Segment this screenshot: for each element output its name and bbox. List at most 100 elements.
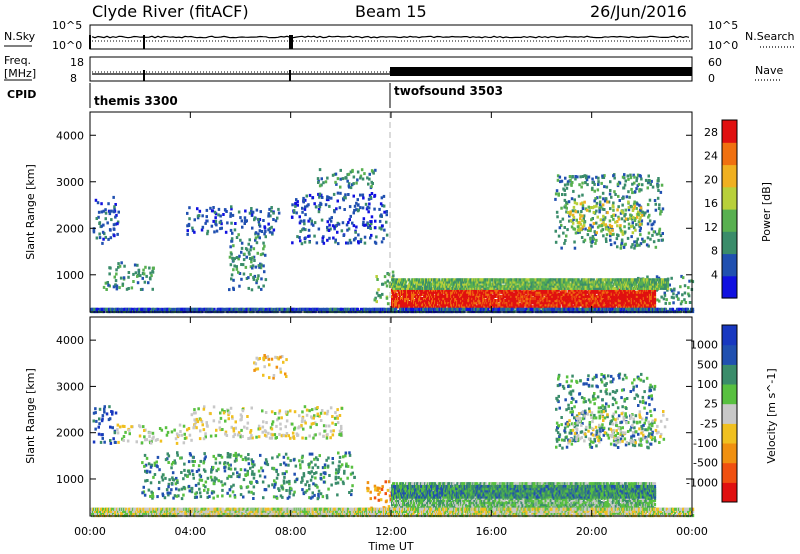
freq-tick-top: 18 (70, 56, 84, 69)
band-cell (572, 296, 575, 301)
scatter-cell (235, 265, 238, 269)
scatter-cell (186, 224, 189, 228)
band-cell (272, 307, 275, 311)
scatter-cell (127, 287, 130, 290)
band-cell (565, 278, 568, 282)
scatter-cell (346, 179, 349, 183)
scatter-cell (327, 229, 331, 232)
band-cell (449, 305, 452, 309)
scatter-cell (590, 218, 593, 222)
scatter-cell (640, 177, 643, 181)
scatter-cell (233, 264, 236, 268)
scatter-cell (343, 208, 346, 211)
scatter-cell (644, 178, 648, 182)
band-cell (518, 278, 521, 282)
band-cell (650, 303, 654, 307)
scatter-cell (591, 177, 594, 181)
scatter-cell (258, 218, 262, 221)
scatter-cell (384, 281, 387, 285)
scatter-cell (660, 295, 663, 299)
band-cell (491, 305, 494, 309)
scatter-cell (102, 223, 105, 227)
scatter-cell (347, 182, 351, 186)
scatter-cell (585, 208, 589, 212)
scatter-cell (332, 192, 336, 196)
scatter-cell (591, 217, 594, 220)
band-cell (392, 280, 395, 284)
scatter-cell (97, 215, 100, 219)
scatter-cell (556, 178, 560, 182)
band-cell (482, 303, 485, 307)
band-cell (524, 288, 527, 292)
scatter-cell (263, 232, 266, 236)
scatter-cell (631, 209, 635, 212)
scatter-cell (307, 234, 310, 238)
scatter-cell (204, 221, 207, 225)
scatter-cell (554, 229, 557, 233)
scatter-cell (641, 237, 644, 241)
band-cell (648, 290, 652, 294)
band-cell (588, 305, 591, 309)
scatter-cell (318, 168, 322, 172)
band-cell (577, 296, 580, 301)
band-cell (610, 280, 613, 284)
scatter-cell (613, 241, 617, 245)
scatter-cell (112, 227, 116, 231)
scatter-cell (318, 184, 322, 188)
scatter-cell (347, 221, 350, 224)
band-cell (632, 288, 635, 292)
scatter-cell (656, 183, 659, 187)
band-cell (436, 305, 439, 309)
band-cell (521, 292, 524, 296)
freq-tick-bottom: 8 (70, 72, 77, 85)
scatter-cell (635, 244, 639, 247)
band-cell (593, 292, 596, 296)
scatter-cell (561, 193, 564, 196)
scatter-cell (330, 196, 333, 200)
scatter-cell (579, 175, 582, 179)
scatter-cell (612, 208, 615, 212)
scatter-cell (263, 244, 266, 248)
scatter-cell (647, 244, 650, 248)
band-cell (413, 299, 416, 303)
band-cell (432, 292, 435, 296)
scatter-cell (574, 177, 577, 181)
scatter-cell (633, 226, 636, 230)
band-cell (505, 305, 508, 309)
scatter-cell (308, 240, 311, 244)
scatter-cell (110, 218, 113, 222)
band-cell (417, 278, 420, 282)
scatter-cell (242, 272, 246, 276)
scatter-cell (264, 253, 267, 257)
scatter-cell (112, 195, 115, 199)
band-cell (603, 303, 606, 307)
scatter-cell (109, 236, 113, 240)
scatter-cell (339, 191, 342, 195)
band-cell (569, 305, 572, 309)
scatter-cell (333, 210, 336, 214)
scatter-cell (602, 221, 605, 224)
band-cell (552, 288, 555, 292)
scatter-cell (560, 206, 563, 210)
scatter-cell (621, 175, 625, 179)
scatter-cell (336, 199, 339, 203)
scatter-cell (579, 202, 583, 206)
scatter-cell (623, 231, 626, 235)
scatter-cell (561, 217, 565, 221)
scatter-cell (365, 223, 368, 227)
scatter-cell (318, 205, 322, 209)
band-cell (582, 294, 585, 298)
scatter-cell (255, 208, 259, 212)
band-cell (496, 301, 499, 305)
scatter-cell (554, 240, 558, 244)
scatter-cell (329, 227, 332, 231)
band-cell (496, 286, 499, 290)
band-cell (404, 282, 407, 286)
scatter-cell (356, 178, 359, 182)
scatter-cell (338, 206, 342, 210)
scatter-cell (619, 246, 623, 250)
band-cell (557, 288, 560, 292)
band-cell (613, 286, 616, 290)
band-cell (432, 294, 435, 298)
scatter-cell (214, 216, 217, 220)
